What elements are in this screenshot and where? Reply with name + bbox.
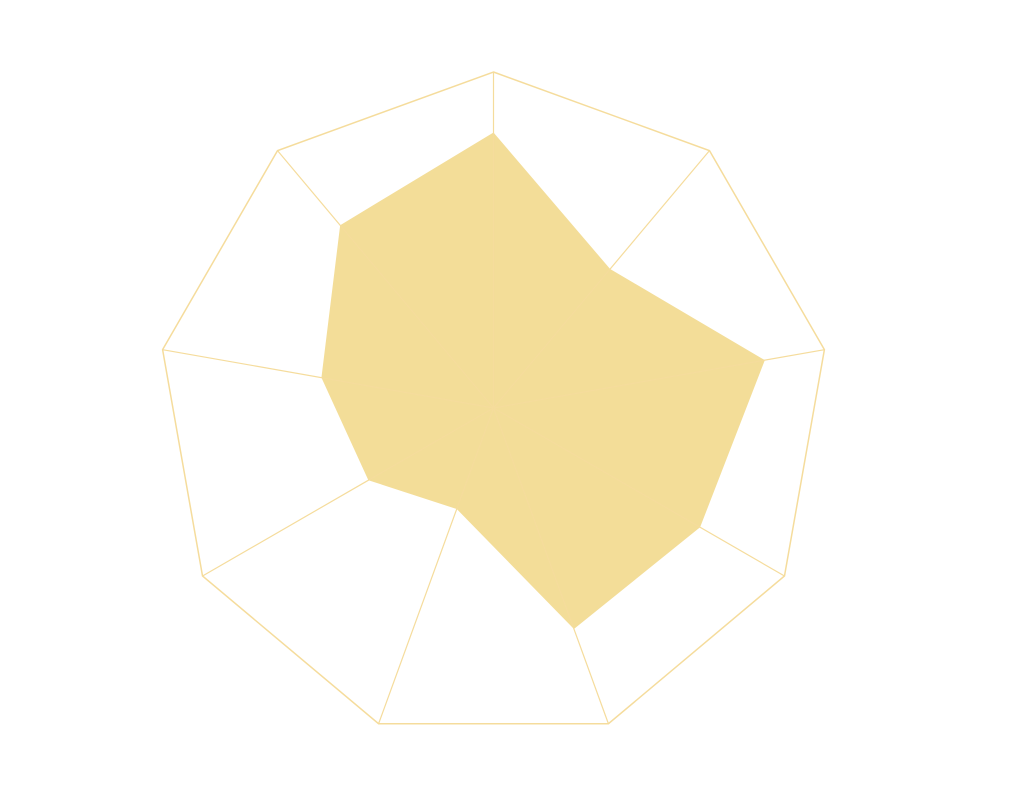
spoke: [378, 407, 495, 724]
spoke: [493, 407, 785, 577]
radar-area: [321, 132, 765, 630]
spoke: [202, 407, 494, 577]
spoke: [493, 150, 710, 409]
grid-ring: [161, 71, 826, 725]
spoke: [492, 407, 609, 724]
spoke: [493, 349, 825, 409]
spoke: [162, 349, 494, 409]
spoke: [277, 150, 494, 409]
